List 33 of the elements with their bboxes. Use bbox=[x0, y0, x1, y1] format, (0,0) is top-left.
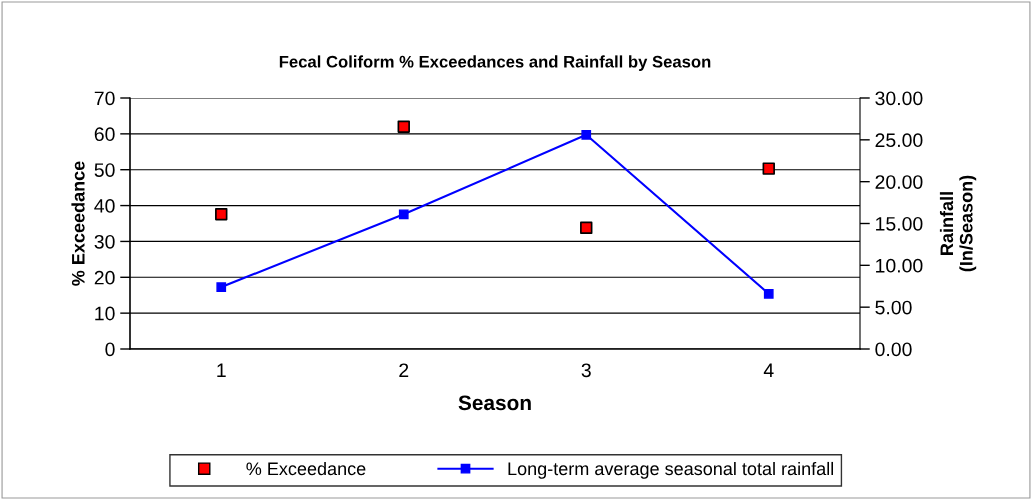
point bbox=[762, 162, 775, 175]
y-tick-label: 20 bbox=[94, 270, 115, 285]
point bbox=[763, 288, 774, 299]
y2-tick-label: 0.00 bbox=[875, 342, 912, 357]
y-tick-label: 0 bbox=[105, 342, 115, 357]
y-tick-label: 50 bbox=[94, 163, 115, 177]
x-tick-label: 2 bbox=[399, 363, 409, 377]
point bbox=[216, 282, 227, 292]
y2-tick-label: 30.00 bbox=[875, 91, 923, 106]
x-tick-label: 3 bbox=[581, 363, 591, 378]
y-tick-label: 70 bbox=[94, 91, 115, 106]
point bbox=[397, 120, 410, 133]
y-tick-label: 40 bbox=[94, 199, 115, 213]
x-tick-label: 1 bbox=[217, 363, 226, 377]
y-tick-label: 30 bbox=[94, 234, 115, 249]
y2-tick-label: 5.00 bbox=[875, 300, 912, 315]
legend-label: % Exceedance bbox=[246, 461, 366, 476]
y2-tick-label: 25.00 bbox=[875, 133, 923, 148]
x-tick-label: 4 bbox=[763, 363, 774, 377]
chart-title: Fecal Coliform % Exceedances and Rainfall by Season bbox=[279, 55, 711, 71]
y-tick-label: 10 bbox=[95, 306, 115, 321]
point bbox=[398, 209, 409, 220]
y2-axis-title: Rainfall (In/Season) bbox=[939, 175, 977, 272]
y-tick-label: 60 bbox=[94, 127, 115, 142]
legend-label: Long-term average seasonal total rainfall bbox=[508, 461, 834, 479]
y2-tick-label: 10.00 bbox=[876, 258, 923, 273]
y-axis-title: % Exceedance bbox=[71, 161, 85, 286]
point bbox=[580, 221, 593, 235]
point bbox=[581, 129, 592, 140]
x-axis-title: Season bbox=[458, 395, 531, 411]
point bbox=[215, 207, 228, 221]
y2-tick-label: 20.00 bbox=[875, 175, 923, 189]
y2-tick-label: 15.00 bbox=[876, 216, 923, 231]
